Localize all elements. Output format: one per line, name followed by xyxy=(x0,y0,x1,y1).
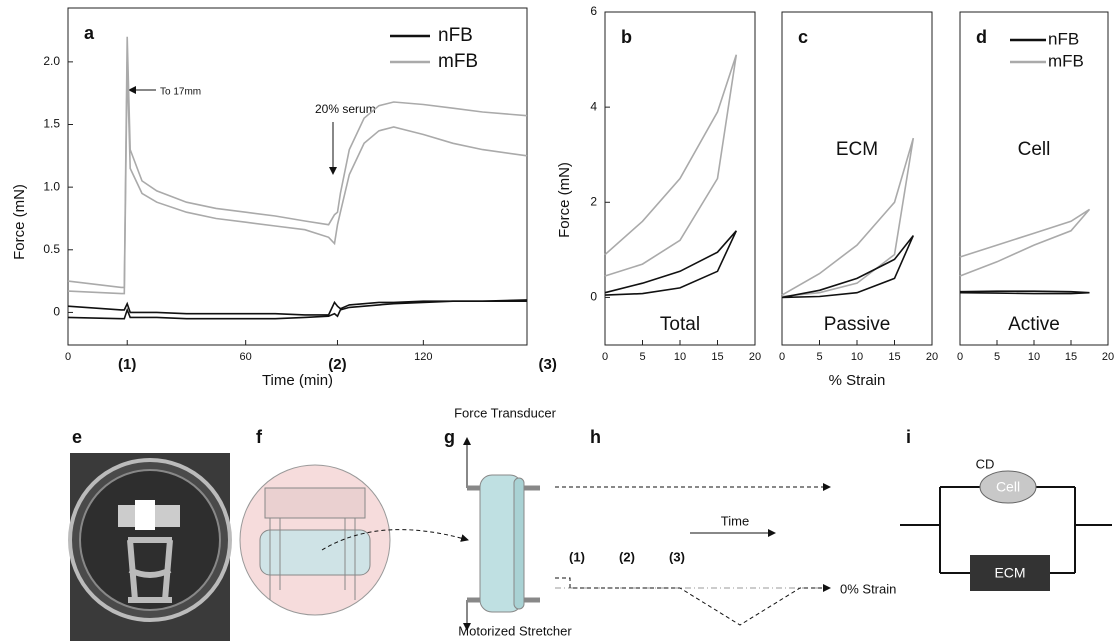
circuit xyxy=(900,470,1112,591)
y-tick-label: 0 xyxy=(590,290,597,304)
x-tick-label: 60 xyxy=(240,351,252,363)
panel-label: e xyxy=(72,427,82,447)
line xyxy=(604,230,738,296)
transducer xyxy=(463,437,540,631)
plot-frame xyxy=(781,11,933,346)
x-tick-label: 5 xyxy=(994,351,1000,363)
annotation: Passive xyxy=(824,314,891,335)
x-tick-label: 0 xyxy=(957,351,963,363)
line xyxy=(959,208,1091,277)
x-tick-label: 0 xyxy=(779,351,785,363)
line xyxy=(67,36,528,289)
panel-label: f xyxy=(256,427,263,447)
y-tick-label: 1.5 xyxy=(43,117,60,131)
x-tick-label: 15 xyxy=(711,351,723,363)
x-tick-label: 20 xyxy=(926,351,938,363)
annotation: Cell xyxy=(1018,139,1051,160)
legend-label: mFB xyxy=(438,51,478,72)
x-axis-label: % Strain xyxy=(829,372,886,389)
line xyxy=(781,137,915,298)
x-tick-label: (3) xyxy=(539,356,557,373)
y-tick-label: 6 xyxy=(590,4,597,18)
panel-label: d xyxy=(976,27,987,47)
annotation: ECM xyxy=(836,139,878,160)
x-tick-label: 5 xyxy=(639,351,645,363)
y-axis-label: Force (mN) xyxy=(11,184,28,260)
y-tick-label: 2.0 xyxy=(43,54,60,68)
label: CD xyxy=(976,456,995,471)
line xyxy=(67,300,527,320)
line xyxy=(67,61,528,295)
x-tick-label: 10 xyxy=(851,351,863,363)
x-tick-label: 15 xyxy=(1065,351,1077,363)
x-tick-label: 10 xyxy=(674,351,686,363)
x-tick-label: 20 xyxy=(749,351,761,363)
y-tick-label: 0 xyxy=(53,305,60,319)
x-tick-label: 5 xyxy=(816,351,822,363)
photo xyxy=(68,453,232,641)
x-tick-label: 20 xyxy=(1102,351,1114,363)
device-sketch xyxy=(239,464,469,616)
line xyxy=(604,54,738,277)
panel-label: i xyxy=(906,427,911,447)
plot-frame xyxy=(67,7,528,346)
annotation: 20% serum xyxy=(315,102,376,116)
line xyxy=(67,299,528,316)
y-tick-label: 4 xyxy=(590,99,597,113)
label: Time xyxy=(721,513,749,528)
label: Cell xyxy=(996,479,1020,495)
line xyxy=(959,290,1090,295)
x-tick-label: (2) xyxy=(328,356,346,373)
x-tick-label: 120 xyxy=(414,351,432,363)
x-tick-label: 0 xyxy=(602,351,608,363)
panel-label: b xyxy=(621,27,632,47)
annotation: Active xyxy=(1008,314,1060,335)
x-tick-label: 0 xyxy=(65,351,71,363)
legend-label: nFB xyxy=(438,25,473,46)
y-tick-label: 2 xyxy=(590,194,597,208)
x-axis-label: Time (min) xyxy=(262,372,333,389)
y-axis-label: Force (mN) xyxy=(556,162,573,238)
legend-label: mFB xyxy=(1048,51,1084,70)
legend-label: nFB xyxy=(1048,29,1079,48)
label: (3) xyxy=(669,549,685,564)
label: 0% Strain xyxy=(840,581,896,596)
label: Motorized Stretcher xyxy=(458,623,572,638)
label: (2) xyxy=(619,549,635,564)
x-tick-label: 10 xyxy=(1028,351,1040,363)
y-tick-label: 1.0 xyxy=(43,179,60,193)
panel-label: g xyxy=(444,427,455,447)
panel-label: a xyxy=(84,23,95,43)
annotation: To 17mm xyxy=(160,87,201,98)
y-tick-label: 0.5 xyxy=(43,242,60,256)
x-tick-label: (1) xyxy=(118,356,136,373)
panel-label: c xyxy=(798,27,808,47)
panel-label: h xyxy=(590,427,601,447)
annotation: Total xyxy=(660,314,700,335)
label: ECM xyxy=(994,565,1025,581)
x-tick-label: 15 xyxy=(888,351,900,363)
label: (1) xyxy=(569,549,585,564)
protocol xyxy=(555,483,831,626)
line xyxy=(781,235,915,299)
label: Force Transducer xyxy=(454,405,557,420)
